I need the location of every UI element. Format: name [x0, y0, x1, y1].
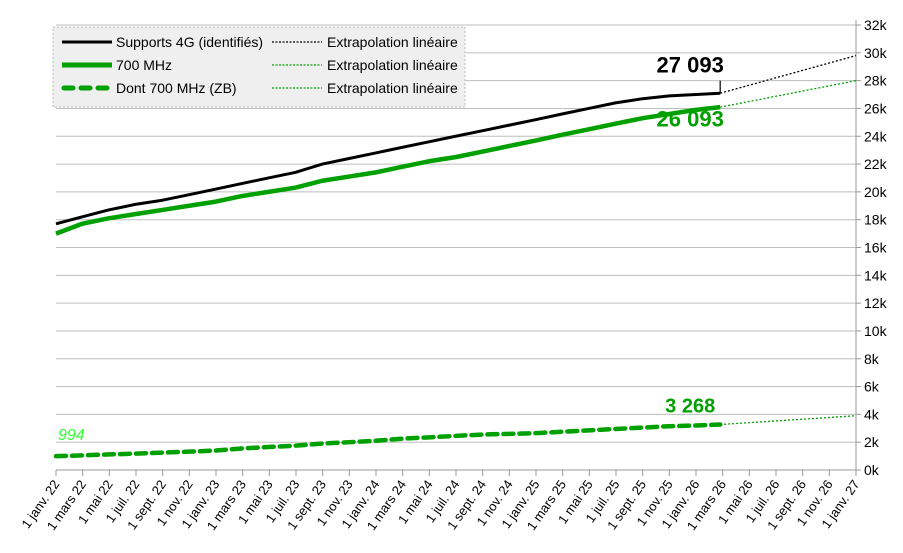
legend-box — [52, 26, 466, 108]
y-tick-label: 0k — [864, 462, 880, 478]
legend-label: Dont 700 MHz (ZB) — [116, 80, 237, 96]
y-tick-label: 18k — [864, 212, 888, 228]
legend-label: Supports 4G (identifiés) — [116, 34, 263, 50]
series-line — [55, 104, 721, 236]
legend-label: Extrapolation linéaire — [327, 34, 458, 50]
y-tick-label: 12k — [864, 295, 888, 311]
data-label: 3 268 — [665, 396, 715, 418]
y-tick-label: 8k — [864, 351, 880, 367]
y-tick-label: 20k — [864, 184, 888, 200]
legend-label: 700 MHz — [116, 57, 172, 73]
series-line — [53, 422, 723, 459]
y-tick-label: 16k — [864, 240, 888, 256]
y-tick-label: 30k — [864, 45, 888, 61]
data-label: 26 093 — [657, 107, 724, 132]
extrapolation-line — [720, 79, 857, 108]
y-tick-label: 22k — [864, 156, 888, 172]
y-tick-label: 10k — [864, 323, 888, 339]
legend: Supports 4G (identifiés) Extrapolation li… — [52, 26, 466, 108]
y-tick-label: 26k — [864, 100, 888, 116]
y-tick-label: 6k — [864, 379, 880, 395]
legend-label: Extrapolation linéaire — [327, 57, 458, 73]
y-tick-label: 32k — [864, 17, 888, 33]
extrapolation-line — [720, 415, 857, 426]
y-tick-label: 2k — [864, 434, 880, 450]
y-tick-label: 4k — [864, 406, 880, 422]
data-label: 27 093 — [657, 53, 724, 78]
series-line — [55, 91, 721, 226]
data-label: 994 — [58, 427, 85, 444]
y-tick-label: 14k — [864, 267, 888, 283]
legend-label: Extrapolation linéaire — [327, 80, 458, 96]
extrapolation-line — [720, 54, 857, 94]
y-tick-label: 28k — [864, 73, 888, 89]
y-tick-label: 24k — [864, 128, 888, 144]
